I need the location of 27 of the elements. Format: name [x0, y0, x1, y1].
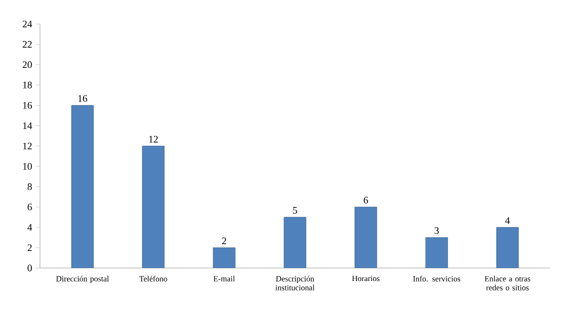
y-tick-label: 18: [23, 82, 32, 88]
y-tick-label: 8: [28, 183, 32, 190]
bar: [212, 247, 236, 268]
y-tick-label: 20: [22, 61, 32, 68]
data-label: 3: [434, 227, 439, 234]
y-tick-label: 12: [23, 142, 32, 150]
bar: [354, 206, 378, 268]
y-tick-label: 6: [28, 204, 32, 210]
bar: [142, 146, 165, 268]
y-tick-label: 0: [28, 264, 32, 272]
data-label: 16: [78, 95, 88, 102]
data-label: 2: [222, 238, 226, 244]
y-tick-label: 14: [23, 122, 32, 129]
data-label: 12: [149, 136, 158, 142]
bar: [496, 227, 519, 268]
y-tick-label: 24: [22, 20, 32, 28]
y-tick-label: 4: [27, 224, 32, 231]
bar: [284, 216, 306, 268]
data-label: 4: [505, 217, 510, 224]
bar: [425, 237, 448, 268]
bar: [71, 105, 94, 268]
y-tick-label: 16: [23, 102, 32, 109]
y-tick-label: 2: [28, 244, 32, 251]
data-label: 5: [293, 207, 298, 214]
y-tick-label: 22: [22, 41, 32, 48]
y-tick-label: 10: [23, 162, 32, 170]
data-label: 6: [364, 196, 368, 204]
